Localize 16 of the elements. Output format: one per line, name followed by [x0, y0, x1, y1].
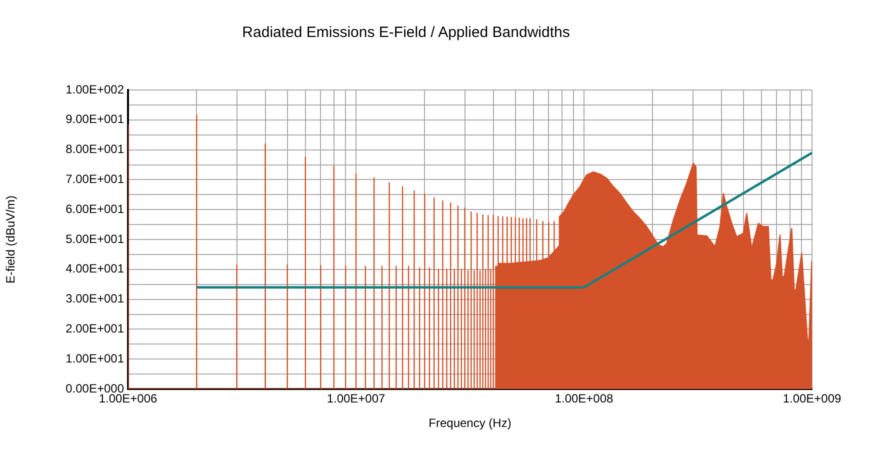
y-tick-label: 3.00E+001	[66, 292, 124, 306]
x-axis-title: Frequency (Hz)	[428, 416, 512, 430]
y-tick-label: 7.00E+001	[66, 172, 124, 186]
y-tick-label: 1.00E+001	[66, 351, 124, 366]
y-tick-label: 1.00E+002	[66, 82, 124, 96]
chart-title: Radiated Emissions E-Field / Applied Bandwidths	[242, 24, 570, 42]
y-tick-label: 6.00E+001	[66, 202, 124, 216]
y-axis-title: E-field (dBuV/m)	[4, 195, 18, 284]
y-tick-label: 9.00E+001	[66, 112, 124, 126]
y-tick-label: 5.00E+001	[66, 232, 124, 246]
x-tick-label: 1.00E+009	[782, 392, 842, 406]
y-tick-label: 8.00E+001	[66, 142, 124, 156]
x-tick-label: 1.00E+008	[554, 392, 614, 406]
y-tick-label: 2.00E+001	[66, 322, 124, 336]
x-tick-label: 1.00E+007	[326, 392, 386, 406]
y-tick-label: 4.00E+001	[66, 262, 124, 276]
